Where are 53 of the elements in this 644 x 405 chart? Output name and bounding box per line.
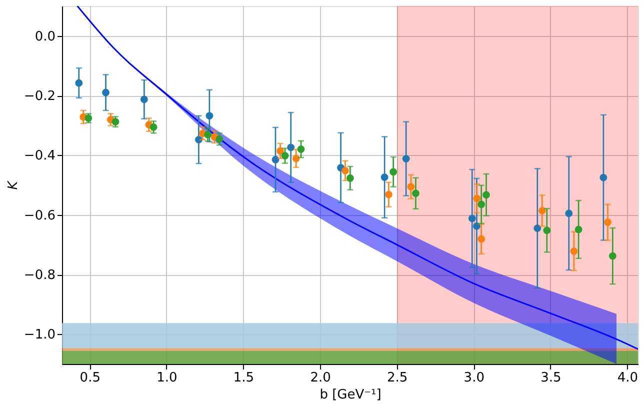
x-tick-label: 1.5 bbox=[233, 370, 254, 386]
point bbox=[473, 222, 480, 230]
x-tick-label: 0.5 bbox=[80, 370, 100, 386]
point bbox=[287, 144, 295, 152]
x-tick-label: 3.0 bbox=[464, 370, 484, 386]
point bbox=[206, 112, 214, 120]
point bbox=[102, 88, 110, 96]
x-tick-label: 3.5 bbox=[540, 370, 562, 386]
point bbox=[281, 152, 289, 160]
point bbox=[390, 168, 398, 176]
x-tick-label: 1.0 bbox=[156, 370, 178, 386]
point bbox=[543, 226, 551, 234]
x-tick-label: 4.0 bbox=[617, 370, 638, 386]
y-tick-label: −1.0 bbox=[24, 328, 56, 343]
point bbox=[478, 200, 486, 208]
x-tick-label: 2.0 bbox=[310, 370, 331, 386]
point bbox=[150, 123, 158, 131]
point bbox=[574, 226, 582, 234]
point bbox=[204, 130, 212, 138]
y-tick-label: 0.0 bbox=[34, 29, 56, 44]
y-tick-label: −0.4 bbox=[24, 148, 56, 164]
point bbox=[468, 214, 476, 222]
point bbox=[570, 248, 578, 255]
point bbox=[276, 147, 284, 155]
y-tick-label: −0.6 bbox=[24, 208, 56, 224]
point bbox=[216, 135, 224, 143]
y-tick-label: −0.8 bbox=[24, 268, 56, 283]
point bbox=[342, 166, 349, 174]
y-tick-label: −0.2 bbox=[24, 89, 56, 104]
point bbox=[538, 206, 546, 214]
point bbox=[380, 174, 388, 181]
point bbox=[565, 210, 573, 218]
point bbox=[75, 79, 83, 87]
point bbox=[140, 96, 148, 104]
point bbox=[112, 118, 120, 126]
point bbox=[604, 218, 612, 226]
point bbox=[292, 154, 300, 162]
x-tick-label: 2.5 bbox=[387, 370, 408, 386]
point bbox=[385, 190, 392, 198]
point bbox=[482, 191, 490, 199]
point bbox=[412, 190, 420, 198]
y-axis-title: K bbox=[6, 180, 21, 190]
point bbox=[402, 155, 410, 162]
x-axis-title: b [GeV⁻¹] bbox=[320, 388, 382, 402]
point bbox=[297, 146, 305, 153]
point bbox=[608, 252, 616, 260]
point bbox=[534, 224, 542, 232]
point bbox=[600, 174, 608, 182]
point bbox=[478, 235, 486, 243]
point bbox=[473, 194, 481, 202]
point bbox=[272, 156, 280, 164]
point bbox=[346, 174, 354, 182]
point bbox=[407, 183, 415, 190]
